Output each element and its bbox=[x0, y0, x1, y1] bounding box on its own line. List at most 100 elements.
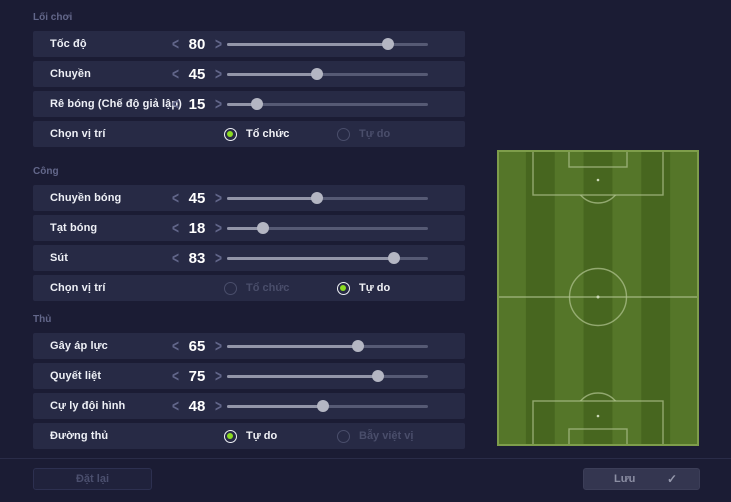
slider-fill bbox=[227, 196, 318, 200]
chevron-right-icon[interactable]: > bbox=[214, 336, 222, 356]
setting-row: Tạt bóng <18 > bbox=[33, 215, 465, 241]
slider-thumb[interactable] bbox=[371, 370, 384, 382]
reset-button[interactable]: Đặt lại bbox=[33, 468, 152, 490]
chevron-right-icon[interactable]: > bbox=[214, 396, 222, 416]
value-stepper: <15 > bbox=[172, 91, 222, 117]
value-stepper: <65 > bbox=[172, 333, 222, 359]
value-stepper: <18 > bbox=[172, 215, 222, 241]
chevron-left-icon[interactable]: < bbox=[172, 366, 180, 386]
radio-label: Tổ chức bbox=[246, 128, 290, 140]
slider-thumb[interactable] bbox=[311, 192, 324, 204]
slider-track[interactable] bbox=[227, 370, 428, 382]
center-circle bbox=[568, 267, 628, 327]
chevron-right-icon[interactable]: > bbox=[214, 94, 222, 114]
radio-option[interactable]: Tự do bbox=[337, 121, 390, 147]
chevron-right-icon[interactable]: > bbox=[214, 366, 222, 386]
setting-label: Chọn vị trí bbox=[50, 128, 106, 140]
radio-option[interactable]: Bẫy việt vị bbox=[337, 423, 413, 449]
pitch-field bbox=[497, 147, 700, 449]
radio-label: Tự do bbox=[359, 128, 391, 140]
chevron-right-icon[interactable]: > bbox=[214, 188, 222, 208]
radio-option[interactable]: Tự do bbox=[224, 423, 277, 449]
chevron-left-icon[interactable]: < bbox=[172, 396, 180, 416]
slider-thumb[interactable] bbox=[351, 340, 364, 352]
save-button-label: Lưu bbox=[614, 473, 636, 485]
check-icon: ✓ bbox=[666, 472, 677, 486]
value-stepper: <48 > bbox=[172, 393, 222, 419]
radio-option[interactable]: Tổ chức bbox=[224, 275, 289, 301]
setting-label: Đường thủ bbox=[50, 430, 109, 442]
setting-row: Chọn vị trí Tổ chức Tự do bbox=[33, 121, 465, 147]
slider-track[interactable] bbox=[227, 68, 428, 80]
radio-option[interactable]: Tổ chức bbox=[224, 121, 289, 147]
setting-label: Sút bbox=[50, 252, 69, 264]
slider-thumb[interactable] bbox=[257, 222, 270, 234]
slider-thumb[interactable] bbox=[381, 38, 394, 50]
slider-thumb[interactable] bbox=[311, 68, 324, 80]
radio-label: Tự do bbox=[246, 430, 278, 442]
setting-value: 83 bbox=[188, 249, 206, 267]
chevron-right-icon[interactable]: > bbox=[214, 248, 222, 268]
penalty-arc-bottom bbox=[579, 392, 617, 401]
radio-icon bbox=[337, 281, 350, 295]
section-title: Lối chơi bbox=[33, 12, 73, 23]
radio-label: Tổ chức bbox=[246, 282, 290, 294]
setting-value: 45 bbox=[188, 189, 206, 207]
footer-divider bbox=[0, 458, 731, 459]
slider-track[interactable] bbox=[227, 400, 428, 412]
chevron-right-icon[interactable]: > bbox=[214, 218, 222, 238]
slider-track[interactable] bbox=[227, 98, 428, 110]
radio-option[interactable]: Tự do bbox=[337, 275, 390, 301]
slider-track[interactable] bbox=[227, 340, 428, 352]
slider-thumb[interactable] bbox=[387, 252, 400, 264]
chevron-right-icon[interactable]: > bbox=[214, 34, 222, 54]
pitch-spots bbox=[596, 178, 600, 418]
setting-row: Gây áp lực <65 > bbox=[33, 333, 465, 359]
setting-value: 48 bbox=[188, 397, 206, 415]
value-stepper: <80 > bbox=[172, 31, 222, 57]
setting-label: Chuyền bóng bbox=[50, 192, 122, 204]
setting-row: Quyết liệt <75 > bbox=[33, 363, 465, 389]
section-title: Thủ bbox=[33, 314, 52, 325]
radio-icon bbox=[224, 127, 237, 141]
chevron-left-icon[interactable]: < bbox=[172, 64, 180, 84]
setting-row: Chọn vị trí Tổ chức Tự do bbox=[33, 275, 465, 301]
chevron-left-icon[interactable]: < bbox=[172, 34, 180, 54]
radio-icon bbox=[224, 429, 237, 443]
slider-track[interactable] bbox=[227, 252, 428, 264]
setting-row: Sút <83 > bbox=[33, 245, 465, 271]
slider-track[interactable] bbox=[227, 192, 428, 204]
chevron-right-icon[interactable]: > bbox=[214, 64, 222, 84]
setting-row: Tốc độ <80 > bbox=[33, 31, 465, 57]
setting-label: Chọn vị trí bbox=[50, 282, 106, 294]
setting-label: Gây áp lực bbox=[50, 340, 108, 352]
setting-value: 15 bbox=[188, 95, 206, 113]
slider-track[interactable] bbox=[227, 222, 428, 234]
slider-thumb[interactable] bbox=[317, 400, 330, 412]
radio-icon bbox=[337, 429, 350, 443]
chevron-left-icon[interactable]: < bbox=[172, 188, 180, 208]
slider-thumb[interactable] bbox=[251, 98, 264, 110]
slider-fill bbox=[227, 404, 324, 408]
slider-fill bbox=[227, 226, 264, 230]
setting-row: Rê bóng (Chế độ giả lập) <15 > bbox=[33, 91, 465, 117]
chevron-left-icon[interactable]: < bbox=[172, 336, 180, 356]
section-title: Công bbox=[33, 166, 59, 177]
setting-row: Chuyền bóng <45 > bbox=[33, 185, 465, 211]
value-stepper: <45 > bbox=[172, 185, 222, 211]
setting-value: 65 bbox=[188, 337, 206, 355]
value-stepper: <83 > bbox=[172, 245, 222, 271]
settings-section: Thủ Gây áp lực <65 > Quyết liệt <75 > Cự ly đội… bbox=[33, 314, 465, 449]
setting-row: Cự ly đội hình <48 > bbox=[33, 393, 465, 419]
chevron-left-icon[interactable]: < bbox=[172, 218, 180, 238]
chevron-left-icon[interactable]: < bbox=[172, 248, 180, 268]
setting-value: 80 bbox=[188, 35, 206, 53]
setting-label: Tạt bóng bbox=[50, 222, 98, 234]
slider-fill bbox=[227, 374, 378, 378]
chevron-left-icon[interactable]: < bbox=[172, 94, 180, 114]
save-button[interactable]: Lưu ✓ bbox=[583, 468, 700, 490]
slider-track[interactable] bbox=[227, 38, 428, 50]
slider-fill bbox=[227, 102, 258, 106]
pitch-border bbox=[497, 150, 699, 446]
setting-value: 75 bbox=[188, 367, 206, 385]
